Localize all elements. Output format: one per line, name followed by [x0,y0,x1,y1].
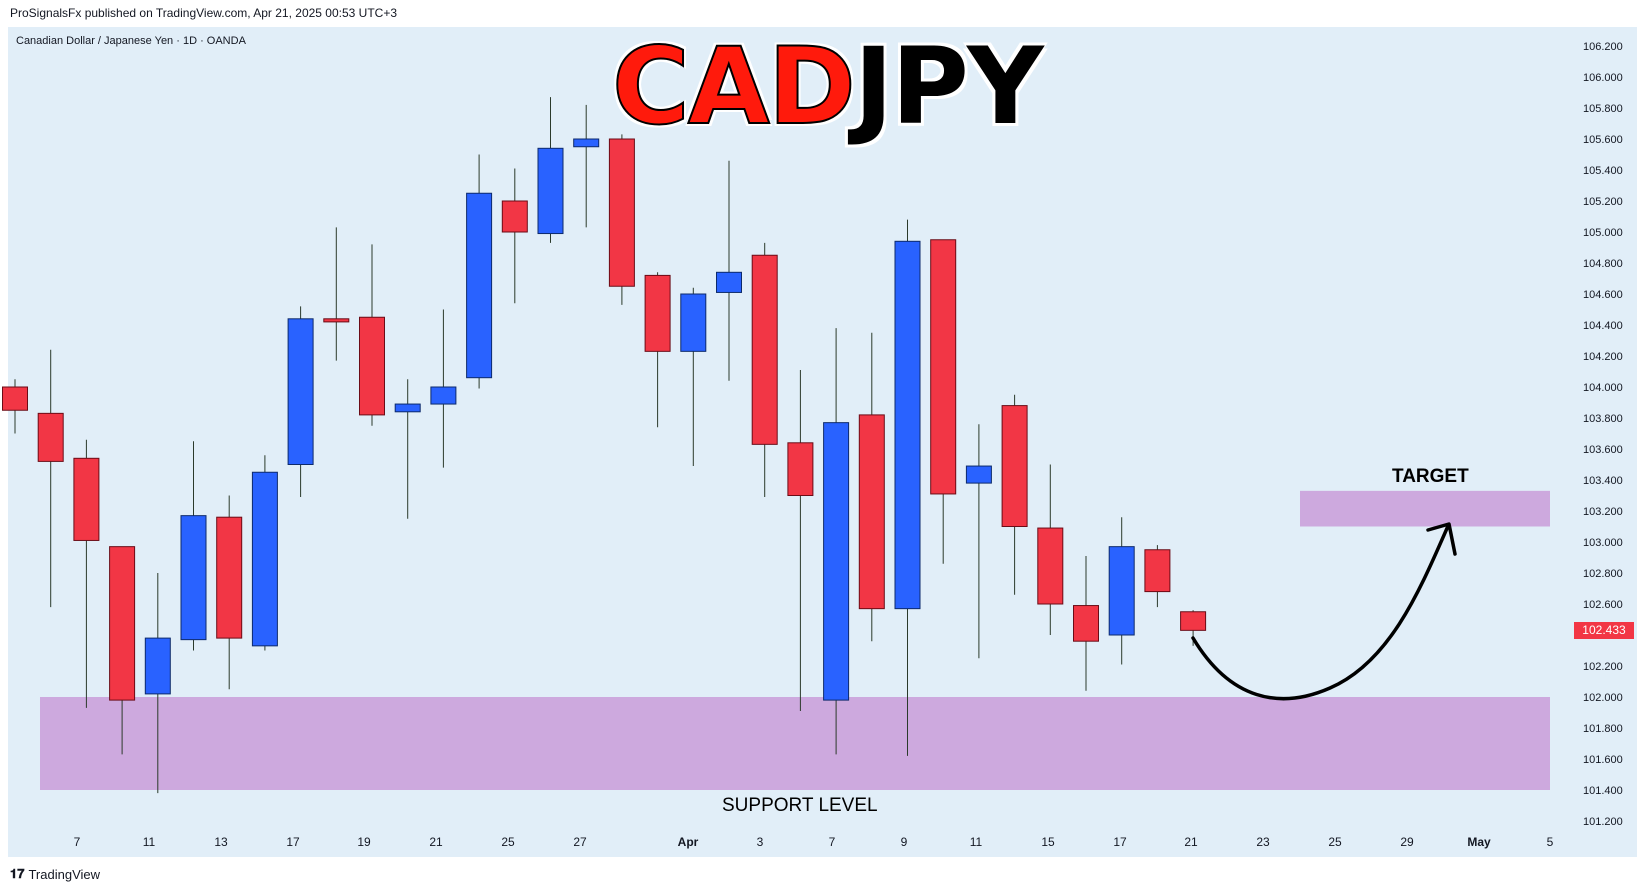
y-tick-label: 104.000 [1583,382,1623,394]
x-tick-label: 23 [1256,835,1270,849]
support-level-label: SUPPORT LEVEL [722,795,878,816]
candle-body [501,200,528,233]
x-tick-label: May [1467,835,1491,849]
tradingview-logo-icon: 𝟏𝟕 [10,866,25,881]
x-tick-label: 11 [970,835,983,849]
x-tick-label: 11 [143,835,156,849]
symbol-info: Canadian Dollar / Japanese Yen · 1D · OA… [16,35,246,47]
y-tick-label: 101.800 [1583,723,1623,735]
candle-body [73,457,100,541]
y-tick-label: 103.200 [1583,506,1623,518]
y-tick-label: 103.400 [1583,475,1623,487]
target-zone [1300,490,1550,527]
y-tick-label: 104.800 [1583,258,1623,270]
candle-body [323,318,350,323]
x-tick-label: 7 [829,835,836,849]
x-tick-label: 25 [1328,835,1342,849]
y-tick-label: 106.000 [1583,72,1623,84]
last-price-badge: 102.433 [1574,622,1634,639]
candle-body [359,316,385,416]
y-tick-label: 105.200 [1583,196,1623,208]
x-tick-label: 27 [573,835,587,849]
candle-body [1180,611,1207,631]
candle-body [680,293,707,352]
y-tick-label: 102.800 [1583,568,1623,580]
candle-body [430,386,457,405]
target-label: TARGET [1392,466,1469,487]
candle-body [180,515,207,641]
y-tick-label: 101.600 [1583,754,1623,766]
y-tick-label: 101.200 [1583,816,1623,828]
y-tick-label: 103.000 [1583,537,1623,549]
y-tick-label: 105.400 [1583,165,1623,177]
x-tick-label: 13 [214,835,228,849]
candle-body [858,414,885,610]
forecast-arrow-head [1426,522,1457,556]
y-tick-label: 102.600 [1583,599,1623,611]
y-tick-label: 102.200 [1583,661,1623,673]
y-tick-label: 105.000 [1583,227,1623,239]
x-tick-label: 5 [1547,835,1554,849]
x-tick-label: 15 [1041,835,1055,849]
x-tick-label: 3 [757,835,764,849]
candle-body [787,442,814,496]
candle-body [144,637,171,695]
candle-body [965,465,992,484]
title-base-currency: CAD [611,24,857,149]
title-quote-currency: JPY [853,25,1044,148]
x-tick-label: 25 [501,835,515,849]
y-tick-label: 103.600 [1583,444,1623,456]
candle-body [394,403,421,413]
y-tick-label: 104.400 [1583,320,1623,332]
y-tick-label: 103.800 [1583,413,1623,425]
candle-body [608,138,635,287]
candle-body [109,546,136,701]
x-tick-label: Apr [678,835,699,849]
candle-body [37,412,64,462]
y-tick-label: 101.400 [1583,785,1623,797]
candle-body [1108,546,1135,636]
candle-body [894,240,921,610]
x-tick-label: 21 [1184,835,1198,849]
y-tick-label: 106.200 [1583,41,1623,53]
candle-body [466,192,493,379]
candle-body [1037,527,1064,605]
y-tick-label: 105.800 [1583,103,1623,115]
y-tick-label: 104.600 [1583,289,1623,301]
support-zone [40,697,1550,790]
candle-body [287,318,314,465]
y-tick-label: 104.200 [1583,351,1623,363]
candle-body [1073,605,1099,642]
x-tick-label: 9 [901,835,908,849]
x-tick-label: 29 [1400,835,1414,849]
y-tick-label: 105.600 [1583,134,1623,146]
footer: 𝟏𝟕 TradingView [10,866,100,882]
candle-body [751,254,778,445]
x-tick-label: 7 [74,835,81,849]
candle-body [930,239,957,495]
x-tick-label: 17 [286,835,300,849]
candle-body [716,271,742,293]
candle-body [823,422,850,701]
chart-title: CADJPY [611,22,1044,152]
candle-body [251,471,278,647]
y-tick-label: 102.000 [1583,692,1623,704]
x-tick-label: 19 [357,835,371,849]
candle-body [2,386,28,411]
forecast-arrow [1191,524,1450,701]
footer-brand: TradingView [28,866,101,882]
candle-body [1144,549,1171,593]
candle-body [1001,405,1028,528]
publish-info: ProSignalsFx published on TradingView.co… [10,6,398,20]
candle-body [537,147,564,235]
x-tick-label: 17 [1113,835,1127,849]
x-tick-label: 21 [429,835,443,849]
candle-body [216,516,243,639]
candle-body [573,138,600,148]
candle-body [644,274,671,352]
